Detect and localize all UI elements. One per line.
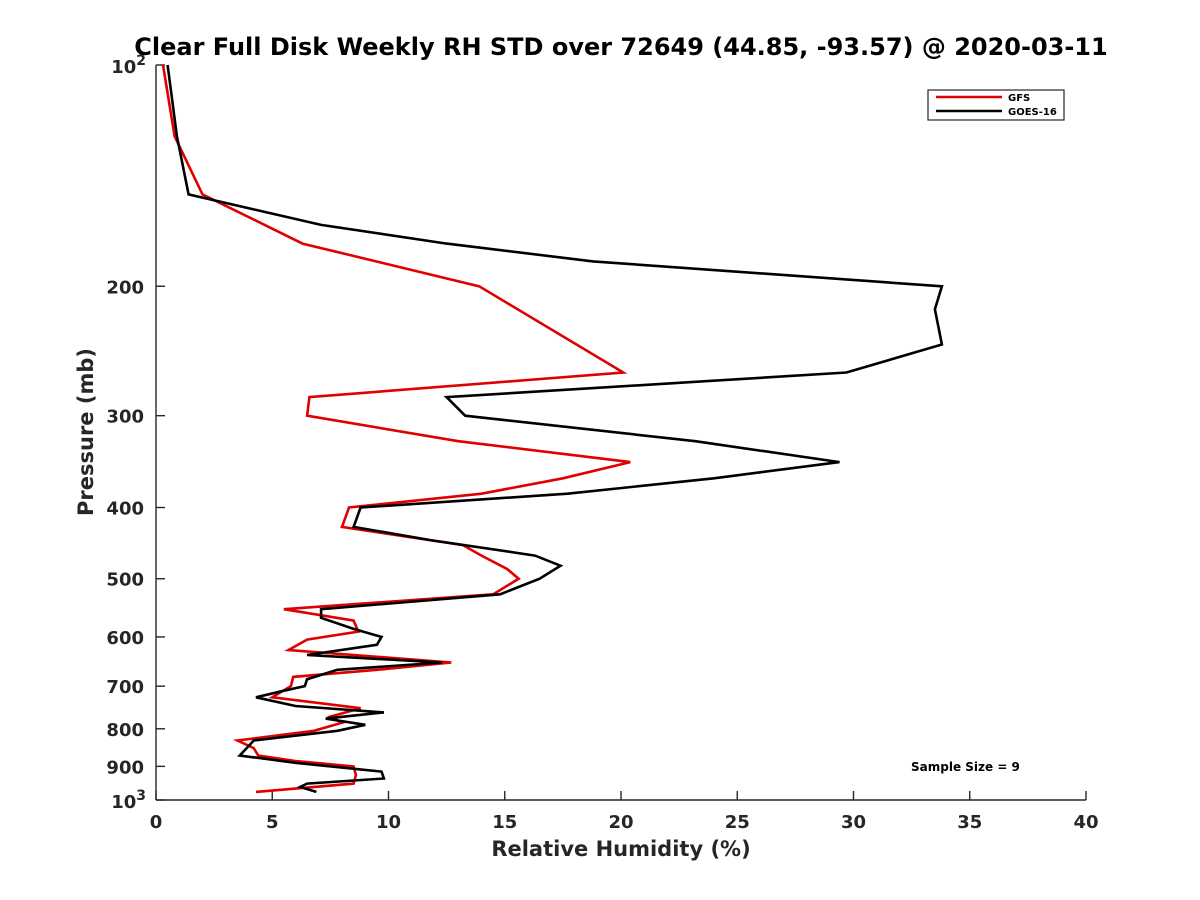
plot-area: 0 5 10 15 20 25 30 35 40 102 200 300 400 500 600 700 80… (106, 53, 1098, 833)
y-tick-label: 200 (106, 277, 144, 298)
legend-label-goes16: GOES-16 (1008, 107, 1057, 118)
y-ticks: 102 200 300 400 500 600 700 800 900 103 (106, 53, 165, 813)
x-tick-label: 0 (150, 812, 163, 833)
legend: GFS GOES-16 (927, 89, 1065, 121)
y-tick-label: 700 (106, 677, 144, 698)
y-tick-label: 102 (111, 53, 146, 78)
x-tick-label: 20 (608, 812, 633, 833)
y-tick-label: 600 (106, 628, 144, 649)
legend-box (927, 89, 1065, 121)
x-tick-label: 30 (841, 812, 866, 833)
y-tick-label: 900 (106, 757, 144, 778)
series-line-gfs (161, 64, 631, 794)
x-tick-label: 10 (376, 812, 401, 833)
y-axis-label: Pressure (mb) (74, 348, 98, 516)
x-tick-label: 35 (957, 812, 982, 833)
y-tick-label: 400 (106, 499, 144, 520)
y-tick-label: 500 (106, 570, 144, 591)
series-line-goes16 (166, 64, 944, 794)
series-lines (161, 64, 944, 794)
y-tick-label: 800 (106, 720, 144, 741)
chart-title: Clear Full Disk Weekly RH STD over 72649… (134, 33, 1107, 61)
y-tick-label: 300 (106, 407, 144, 428)
y-tick-label: 103 (111, 788, 146, 813)
legend-label-gfs: GFS (1008, 93, 1030, 104)
x-ticks: 0 5 10 15 20 25 30 35 40 (150, 791, 1099, 833)
x-axis-label: Relative Humidity (%) (491, 837, 750, 861)
sample-size-annotation: Sample Size = 9 (911, 760, 1020, 774)
x-tick-label: 40 (1073, 812, 1098, 833)
x-tick-label: 5 (266, 812, 279, 833)
x-tick-label: 25 (725, 812, 750, 833)
x-tick-label: 15 (492, 812, 517, 833)
